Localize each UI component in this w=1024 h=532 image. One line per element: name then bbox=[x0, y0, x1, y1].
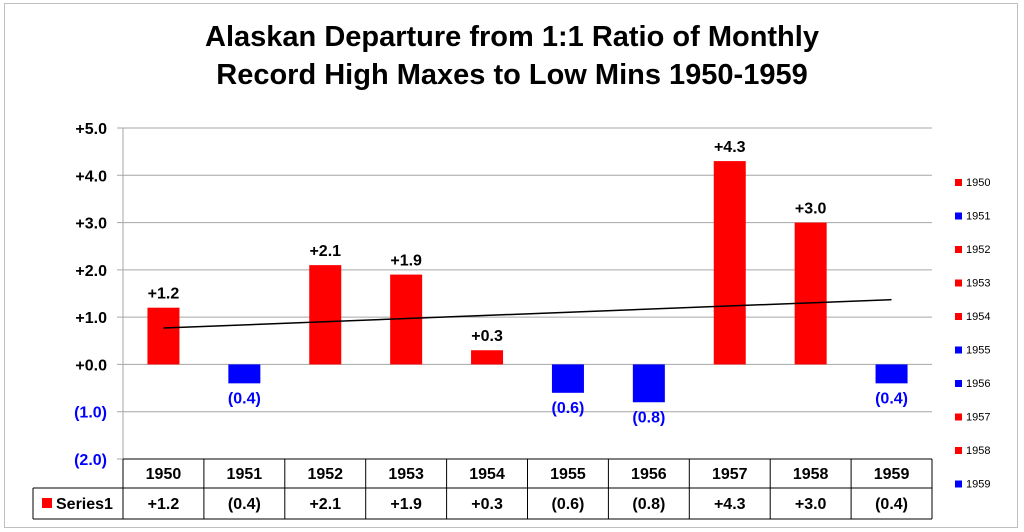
y-axis: +5.0 +4.0 +3.0 +2.0 +1.0 +0.0 (1.0) (2.0) bbox=[74, 121, 107, 469]
data-label-1954: +0.3 bbox=[471, 328, 503, 345]
legend-swatch-1953 bbox=[955, 279, 962, 287]
bar-1955 bbox=[551, 364, 584, 393]
legend-entry-1959: 1959 bbox=[966, 479, 990, 491]
y-tick-label: +3.0 bbox=[75, 216, 107, 233]
table-header-cell: 1954 bbox=[469, 466, 505, 483]
y-tick-label: +2.0 bbox=[75, 263, 107, 280]
legend-entry-1956: 1956 bbox=[966, 378, 990, 390]
legend-entry-1955: 1955 bbox=[966, 345, 990, 357]
y-tick-label: +0.0 bbox=[75, 357, 107, 374]
table-header-cell: 1959 bbox=[874, 466, 910, 483]
table-header-cell: 1952 bbox=[307, 466, 343, 483]
legend-swatch-1959 bbox=[955, 480, 962, 488]
table-value-cell: +0.3 bbox=[471, 496, 503, 513]
trendline bbox=[163, 298, 892, 329]
table-value-cell: +4.3 bbox=[714, 496, 746, 513]
y-tick-label: +4.0 bbox=[75, 168, 107, 185]
table-value-cell: (0.8) bbox=[632, 496, 665, 513]
bar-1951 bbox=[228, 364, 261, 384]
bars bbox=[147, 161, 908, 403]
chart-title-line1: Alaskan Departure from 1:1 Ratio of Mont… bbox=[205, 21, 819, 53]
data-label-1950: +1.2 bbox=[148, 286, 180, 303]
chart-title: Alaskan Departure from 1:1 Ratio of Mont… bbox=[0, 18, 1024, 94]
y-tick-label: (2.0) bbox=[74, 452, 107, 469]
table-header-cell: 1958 bbox=[793, 466, 829, 483]
legend-swatch-1956 bbox=[955, 380, 962, 387]
legend-entry-1951: 1951 bbox=[966, 211, 990, 223]
legend-swatch-1957 bbox=[955, 413, 962, 421]
table-value-cell: +2.1 bbox=[309, 496, 341, 513]
legend-entry-1950: 1950 bbox=[966, 177, 990, 189]
legend-swatch-1954 bbox=[955, 313, 962, 320]
legend-entry-1954: 1954 bbox=[966, 311, 990, 323]
bar-1954 bbox=[471, 350, 504, 365]
table-header-cell: 1950 bbox=[146, 466, 182, 483]
legend-swatch-1950 bbox=[955, 179, 962, 186]
y-tick-label: +1.0 bbox=[75, 310, 107, 327]
data-label-1956: (0.8) bbox=[632, 409, 665, 426]
linear-trendline bbox=[163, 298, 892, 329]
data-label-1959: (0.4) bbox=[875, 390, 908, 407]
chart-title-line2: Record High Maxes to Low Mins 1950-1959 bbox=[216, 59, 808, 91]
bar-1952 bbox=[309, 265, 342, 365]
legend-entry-1958: 1958 bbox=[966, 445, 990, 457]
table-header-cell: 1951 bbox=[227, 466, 263, 483]
legend-entry-1957: 1957 bbox=[966, 412, 990, 424]
table-header-cell: 1957 bbox=[712, 466, 748, 483]
table-header-cell: 1953 bbox=[388, 466, 424, 483]
bar-1959 bbox=[875, 364, 908, 384]
data-labels: +1.2 (0.4) +2.1 +1.9 +0.3 (0.6) (0.8) +4.3 +3.0 (… bbox=[148, 139, 908, 426]
legend: 1950 1951 1952 1953 1954 1955 1956 1957 1958 1959 bbox=[955, 177, 990, 491]
data-label-1951: (0.4) bbox=[228, 390, 261, 407]
series-name: Series1 bbox=[56, 496, 113, 513]
legend-swatch-1958 bbox=[955, 447, 962, 454]
bar-1957 bbox=[713, 161, 746, 365]
bar-1956 bbox=[632, 364, 665, 403]
table-value-cell: (0.4) bbox=[875, 496, 908, 513]
table-value-cell: (0.4) bbox=[228, 496, 261, 513]
table-header-cell: 1955 bbox=[550, 466, 586, 483]
data-label-1957: +4.3 bbox=[714, 139, 746, 156]
y-tick-label: (1.0) bbox=[74, 405, 107, 422]
data-label-1952: +2.1 bbox=[309, 243, 341, 260]
bar-1950 bbox=[147, 307, 180, 365]
legend-entry-1952: 1952 bbox=[966, 244, 990, 256]
data-label-1953: +1.9 bbox=[390, 253, 422, 270]
data-label-1958: +3.0 bbox=[795, 201, 827, 218]
chart-frame bbox=[4, 3, 1018, 528]
legend-swatch-1952 bbox=[955, 246, 962, 253]
data-label-1955: (0.6) bbox=[551, 400, 584, 417]
table-header-cell: 1956 bbox=[631, 466, 667, 483]
table-value-cell: +1.2 bbox=[148, 496, 180, 513]
legend-swatch-1955 bbox=[955, 346, 962, 354]
table-value-cell: (0.6) bbox=[551, 496, 584, 513]
y-tick-label: +5.0 bbox=[75, 121, 107, 138]
bar-1958 bbox=[794, 222, 827, 365]
table-value-cell: +3.0 bbox=[795, 496, 827, 513]
legend-swatch-1951 bbox=[955, 212, 962, 220]
series-key bbox=[42, 498, 52, 508]
data-table: 1950 +1.2 1951 (0.4) 1952 +2.1 1953 +1.9 1954 +0.… bbox=[32, 458, 933, 520]
legend-entry-1953: 1953 bbox=[966, 278, 990, 290]
table-value-cell: +1.9 bbox=[390, 496, 422, 513]
